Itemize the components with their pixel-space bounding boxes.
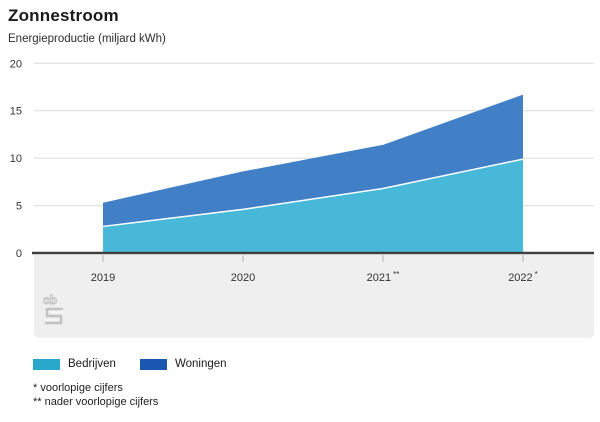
woningen-swatch [139,358,167,370]
y-tick-label: 15 [10,106,22,118]
x-tick-label: 2020 [231,272,255,284]
bedrijven-swatch [33,358,60,370]
page-title: Zonnestroom [8,6,119,25]
svg-text:cb: cb [43,293,57,307]
cbs-logo-icon: cb [42,293,66,338]
legend-item-woningen[interactable]: Woningen [139,358,227,370]
y-tick-label: 20 [10,58,22,70]
chart-subtitle: Energieproductie (miljard kWh) [8,33,166,45]
woningen-label: Woningen [174,358,227,370]
woningen-area [103,94,523,227]
bedrijven-label: Bedrijven [68,358,116,370]
x-axis-band [34,255,594,338]
y-tick-label: 0 [16,248,22,260]
series-boundary-line [102,158,524,228]
x-tick-label: 2021 ** [367,270,400,284]
footnotes: * voorlopige cijfers ** nader voorlopige… [33,381,158,409]
legend-item-bedrijven[interactable]: Bedrijven [33,358,116,370]
x-tick-label: 2019 [91,272,115,284]
footnote-voorlopig: * voorlopige cijfers [33,382,123,394]
footnote-nader-voorlopig: ** nader voorlopige cijfers [33,396,159,408]
x-axis-labels: 2019 2020 2021 ** 2022 * [91,255,538,284]
bedrijven-area [103,159,523,253]
y-tick-label: 5 [16,201,22,213]
y-tick-label: 10 [10,153,22,165]
legend: Bedrijven Woningen [33,358,227,370]
x-tick-label: 2022 * [508,270,538,284]
